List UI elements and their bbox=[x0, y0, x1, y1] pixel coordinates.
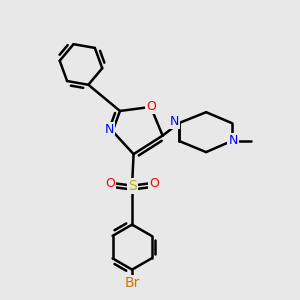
Text: O: O bbox=[149, 177, 159, 190]
Text: O: O bbox=[105, 177, 115, 190]
Text: N: N bbox=[228, 134, 238, 148]
Text: Br: Br bbox=[124, 276, 140, 290]
Text: N: N bbox=[170, 115, 179, 128]
Text: N: N bbox=[104, 123, 114, 136]
Text: O: O bbox=[146, 100, 156, 113]
Text: S: S bbox=[128, 178, 136, 193]
